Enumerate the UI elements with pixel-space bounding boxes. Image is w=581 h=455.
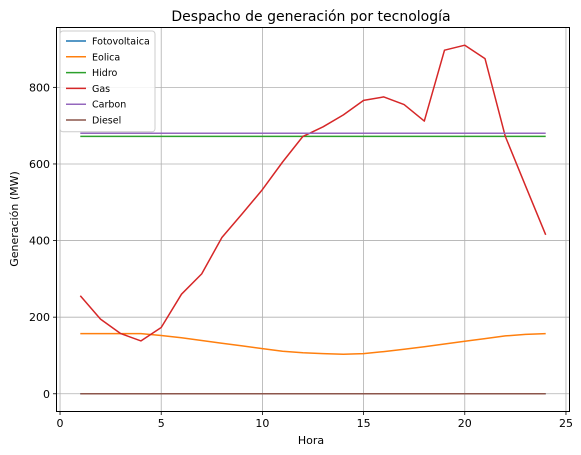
x-axis-label: Hora: [298, 434, 324, 447]
legend: Fotovoltaica Eolica Hidro Gas Carbon Diesel: [59, 30, 156, 133]
x-tick-label: 5: [158, 417, 165, 430]
chart-title: Despacho de generación por tecnología: [171, 9, 450, 25]
x-tick-label: 10: [255, 417, 269, 430]
legend-label: Diesel: [92, 116, 121, 127]
plot-frame: [56, 27, 570, 412]
y-tick-label: 400: [29, 235, 50, 248]
y-tick-label: 200: [29, 311, 50, 324]
legend-label: Fotovoltaica: [92, 37, 150, 48]
y-tick-label: 600: [29, 158, 50, 171]
legend-label: Hidro: [92, 68, 118, 79]
y-tick-label: 0: [43, 388, 50, 401]
axis-ticks: 0 5 10 15 20 25 0 200 400 600 800: [29, 81, 573, 430]
series-line-gas: [79, 44, 547, 342]
x-tick-label: 15: [357, 417, 371, 430]
x-tick-label: 0: [57, 417, 64, 430]
legend-label: Carbon: [92, 100, 126, 111]
y-tick-label: 800: [29, 81, 50, 94]
legend-label: Eolica: [92, 52, 120, 63]
x-tick-label: 20: [458, 417, 472, 430]
legend-label: Gas: [92, 84, 110, 95]
series-line-eolica: [80, 332, 546, 356]
x-tick-label: 25: [559, 417, 573, 430]
series-lines: [79, 44, 547, 395]
y-axis-label: Generación (MW): [8, 171, 21, 267]
